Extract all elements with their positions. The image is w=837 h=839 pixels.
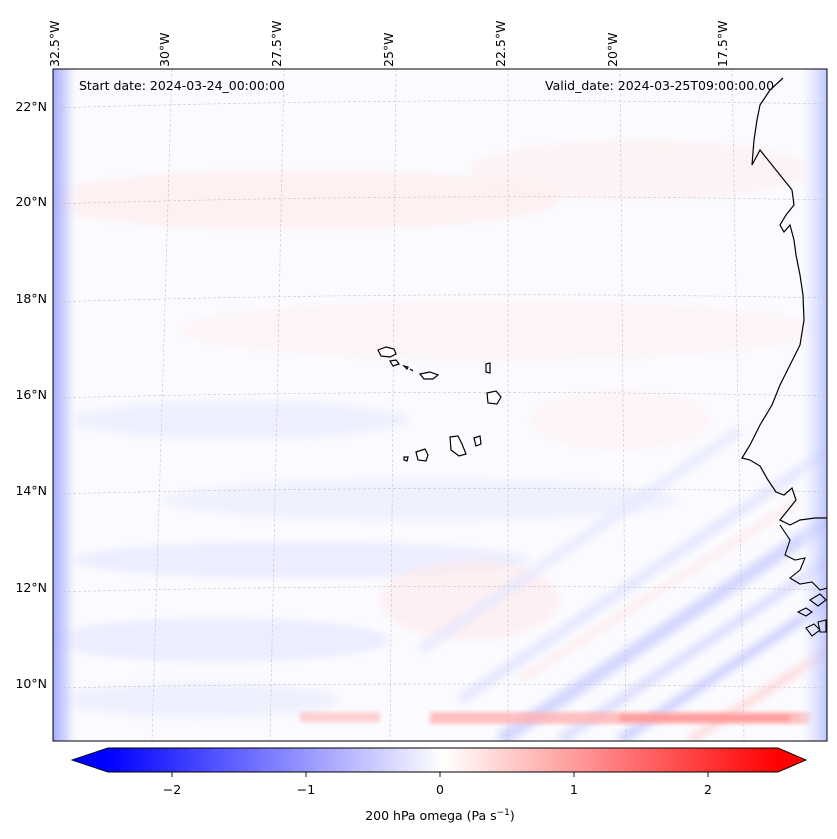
omega-field bbox=[53, 69, 827, 741]
colorbar-tick-minus1: −1 bbox=[296, 782, 316, 797]
lon-label-22-5w: 22.5°W bbox=[493, 20, 508, 67]
colorbar-low-extension bbox=[72, 748, 108, 772]
lon-label-32-5w: 32.5°W bbox=[47, 20, 62, 67]
graticule bbox=[53, 69, 827, 741]
lat-label-12n: 12°N bbox=[15, 580, 47, 595]
lon-label-25w: 25°W bbox=[381, 32, 396, 67]
lat-label-14n: 14°N bbox=[15, 483, 47, 498]
colorbar bbox=[70, 747, 808, 777]
lon-label-20w: 20°W bbox=[605, 32, 620, 67]
lat-label-20n: 20°N bbox=[15, 194, 47, 209]
colorbar-tick-minus2: −2 bbox=[162, 782, 182, 797]
lat-label-22n: 22°N bbox=[15, 99, 47, 114]
colorbar-tick-1: 1 bbox=[570, 782, 578, 797]
lat-label-18n: 18°N bbox=[15, 291, 47, 306]
colorbar-high-extension bbox=[778, 748, 806, 772]
lat-label-10n: 10°N bbox=[15, 676, 47, 691]
start-date-label: Start date: 2024-03-24_00:00:00 bbox=[79, 78, 285, 93]
lat-label-16n: 16°N bbox=[15, 387, 47, 402]
colorbar-tick-0: 0 bbox=[436, 782, 444, 797]
lon-label-27-5w: 27.5°W bbox=[269, 20, 284, 67]
lon-label-17-5w: 17.5°W bbox=[715, 20, 730, 67]
african-coastline bbox=[741, 77, 827, 526]
valid-date-label: Valid_date: 2024-03-25T09:00:00.00 bbox=[545, 78, 775, 93]
lon-label-30w: 30°W bbox=[157, 32, 172, 67]
map-frame bbox=[52, 68, 828, 742]
colorbar-tick-2: 2 bbox=[704, 782, 712, 797]
colorbar-label: 200 hPa omega (Pa s−1) bbox=[365, 808, 515, 824]
cape-verde-islands bbox=[377, 346, 502, 462]
